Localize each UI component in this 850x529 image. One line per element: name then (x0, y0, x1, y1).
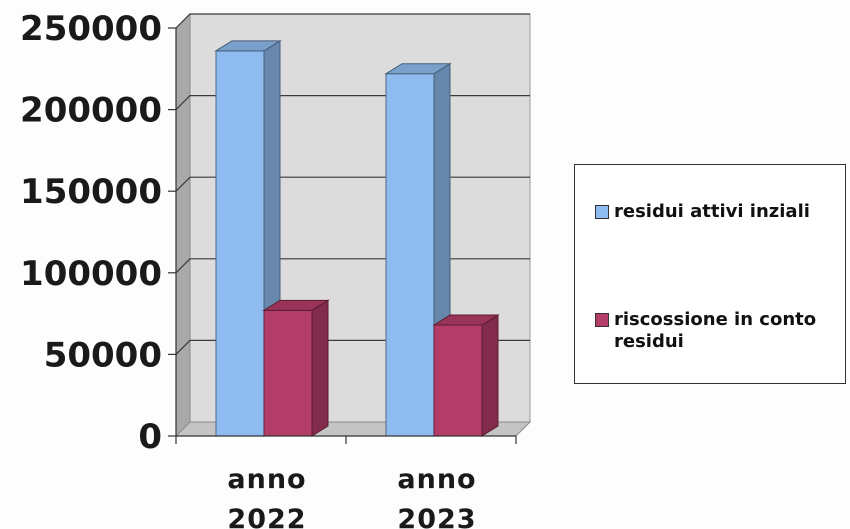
bar-top (214, 40, 282, 52)
y-tick-label: 250000 (20, 9, 162, 49)
y-tick-label: 0 (138, 417, 162, 457)
y-tick-label: 50000 (44, 335, 162, 375)
x-tick-label: 2022 (227, 504, 306, 529)
bar (215, 50, 265, 437)
bar (263, 309, 313, 437)
legend-item-residui-attivi: residui attivi inziali (595, 201, 844, 223)
x-tick-label: anno (227, 464, 306, 495)
y-tick-label: 150000 (20, 172, 162, 212)
bar-top (384, 63, 452, 75)
legend-label-residui-attivi: residui attivi inziali (614, 201, 810, 222)
side-wall (175, 12, 191, 438)
legend: residui attivi inziali riscossione in co… (574, 164, 846, 384)
bar-side (481, 314, 499, 437)
bar (433, 324, 483, 437)
bar-top (262, 299, 330, 311)
y-axis: 0 50000 100000 150000 200000 250000 (20, 9, 177, 457)
gridline (175, 13, 530, 29)
bar-top (432, 314, 500, 326)
y-tick-label: 200000 (20, 91, 162, 131)
x-tick-label: 2023 (397, 504, 476, 529)
x-axis: anno 2022 anno 2023 (175, 435, 517, 529)
y-tick-label: 100000 (20, 254, 162, 294)
bar (385, 73, 435, 437)
x-tick-label: anno (397, 464, 476, 495)
legend-label-riscossione: riscossione in conto residui (614, 309, 817, 352)
bar-side (311, 299, 329, 437)
legend-swatch-residui-attivi (595, 205, 609, 219)
legend-item-riscossione: riscossione in conto residui (595, 309, 844, 353)
legend-swatch-riscossione (595, 313, 609, 327)
